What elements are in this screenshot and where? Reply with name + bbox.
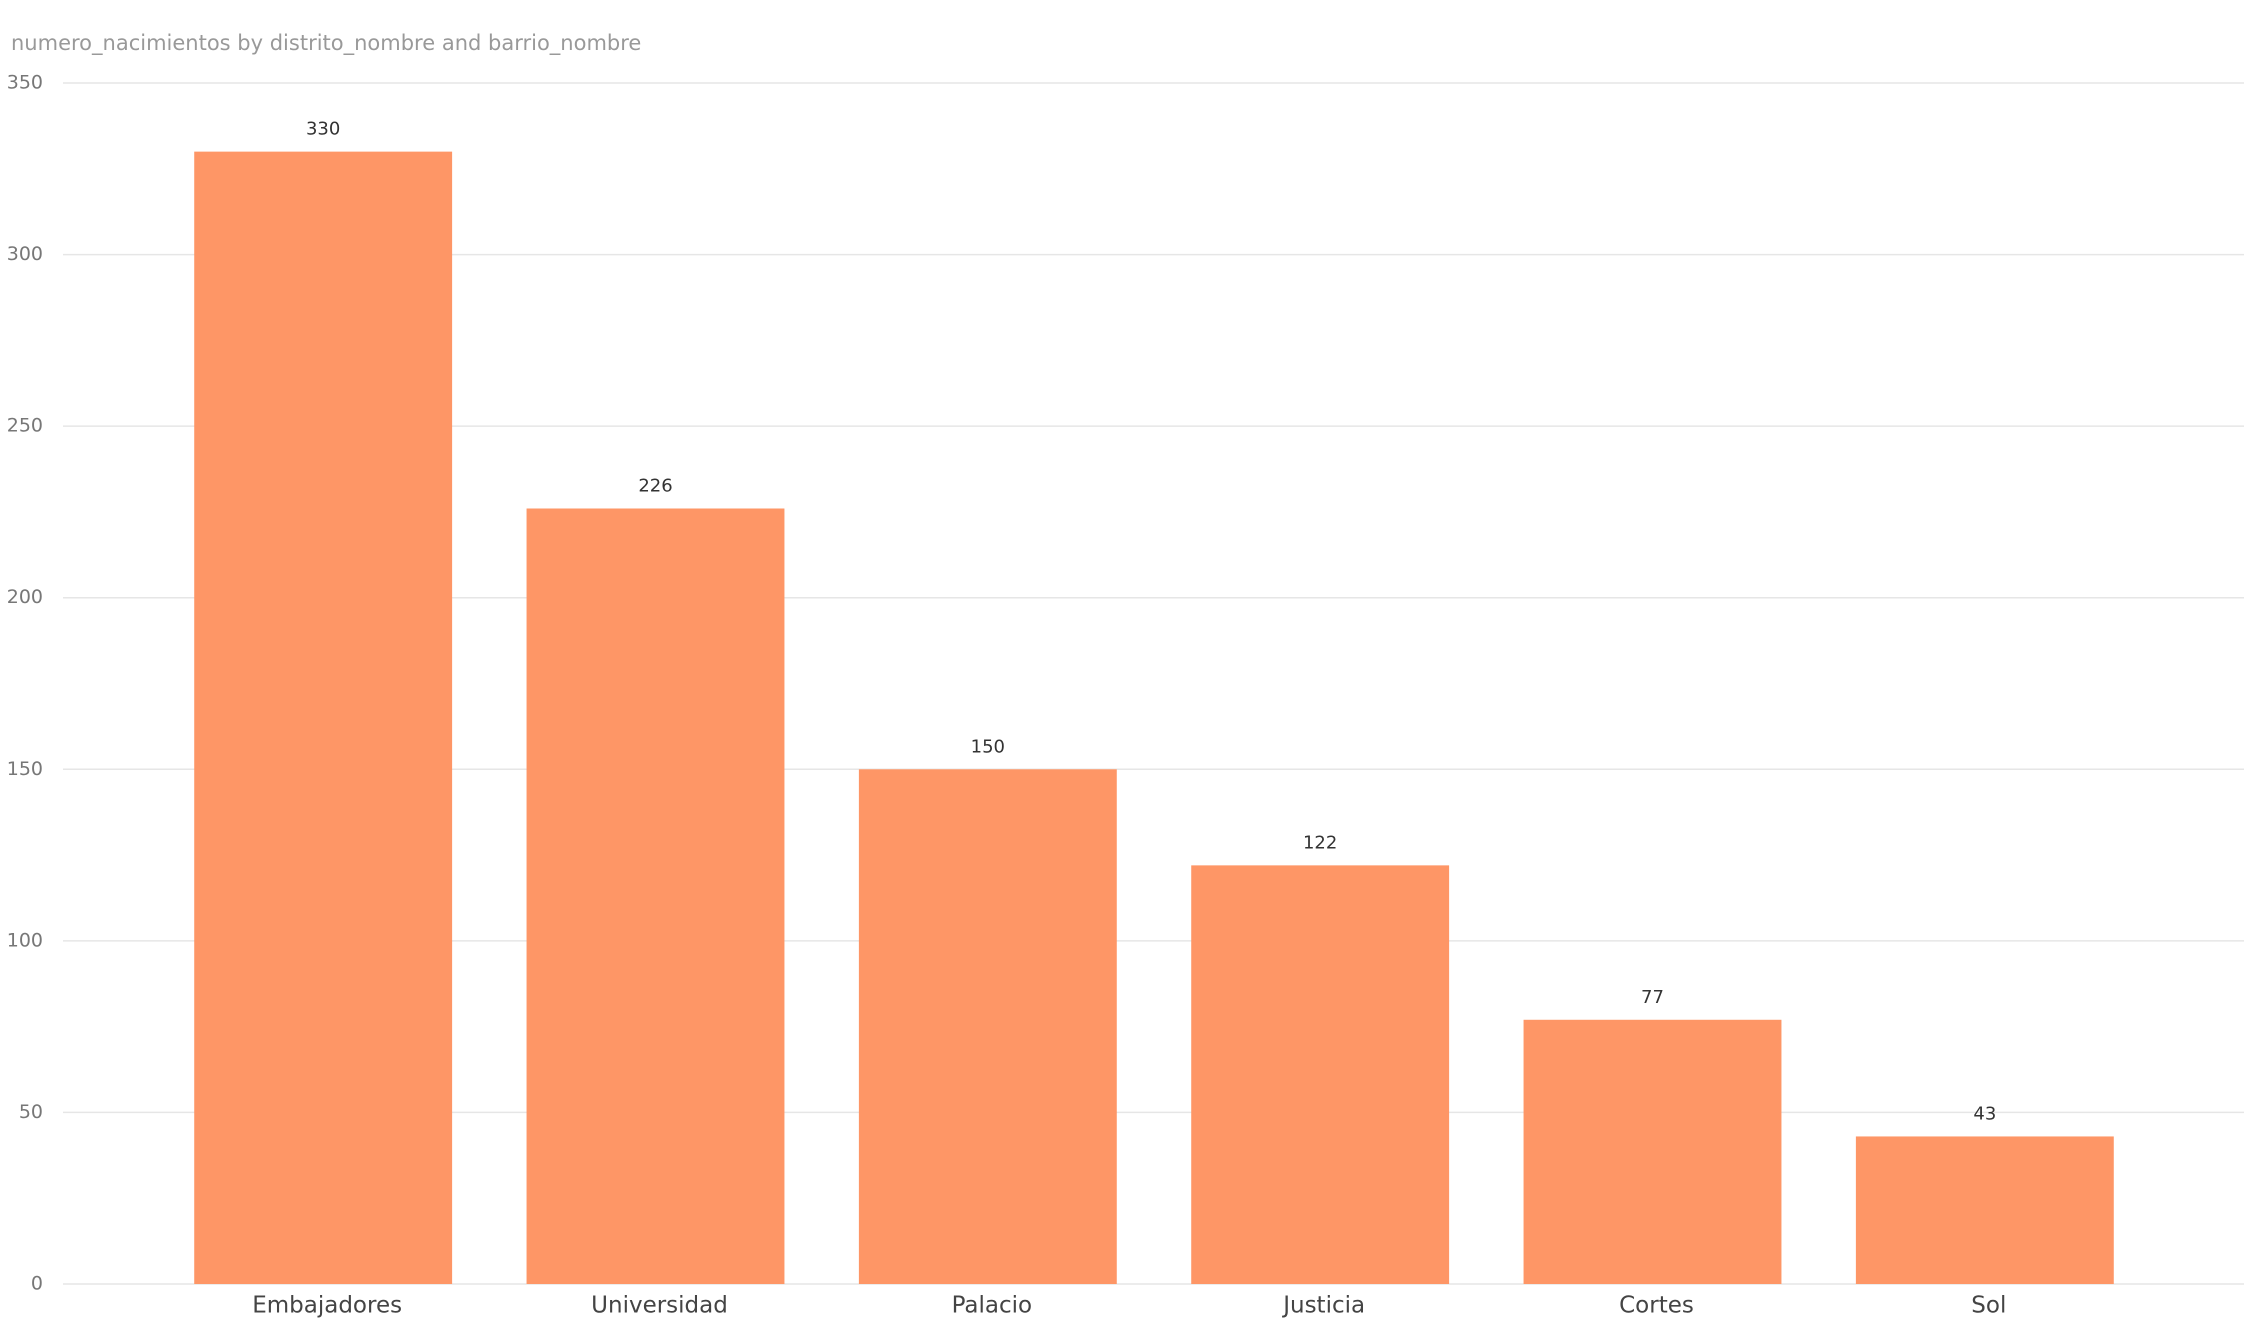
bar: [858, 769, 1117, 1284]
y-tick-label: 350: [7, 72, 43, 94]
bar: [1523, 1019, 1782, 1284]
data-label: 122: [1303, 832, 1337, 853]
y-tick-label: 50: [19, 1101, 43, 1123]
data-label: 150: [971, 736, 1005, 757]
x-tick-label: Cortes: [1619, 1293, 1694, 1319]
bar: [1191, 865, 1450, 1284]
x-tick-label: Embajadores: [252, 1293, 402, 1319]
x-tick-label: Justicia: [1281, 1293, 1365, 1319]
bar: [1855, 1136, 2114, 1284]
y-tick-label: 250: [7, 415, 43, 437]
x-tick-label: Palacio: [952, 1293, 1033, 1319]
x-tick-label: Sol: [1971, 1293, 2006, 1319]
y-tick-label: 300: [7, 243, 43, 265]
data-label: 330: [306, 119, 340, 140]
y-tick-label: 0: [31, 1273, 43, 1295]
bar: [194, 151, 453, 1285]
y-tick-label: 100: [7, 929, 43, 951]
data-label: 43: [1973, 1103, 1996, 1124]
bar: [526, 508, 785, 1284]
chart-title: numero_nacimientos by distrito_nombre an…: [11, 31, 641, 56]
y-tick-label: 150: [7, 758, 43, 780]
x-tick-label: Universidad: [591, 1293, 728, 1319]
data-label: 77: [1641, 987, 1664, 1008]
y-tick-label: 200: [7, 586, 43, 608]
data-label: 226: [638, 475, 672, 496]
